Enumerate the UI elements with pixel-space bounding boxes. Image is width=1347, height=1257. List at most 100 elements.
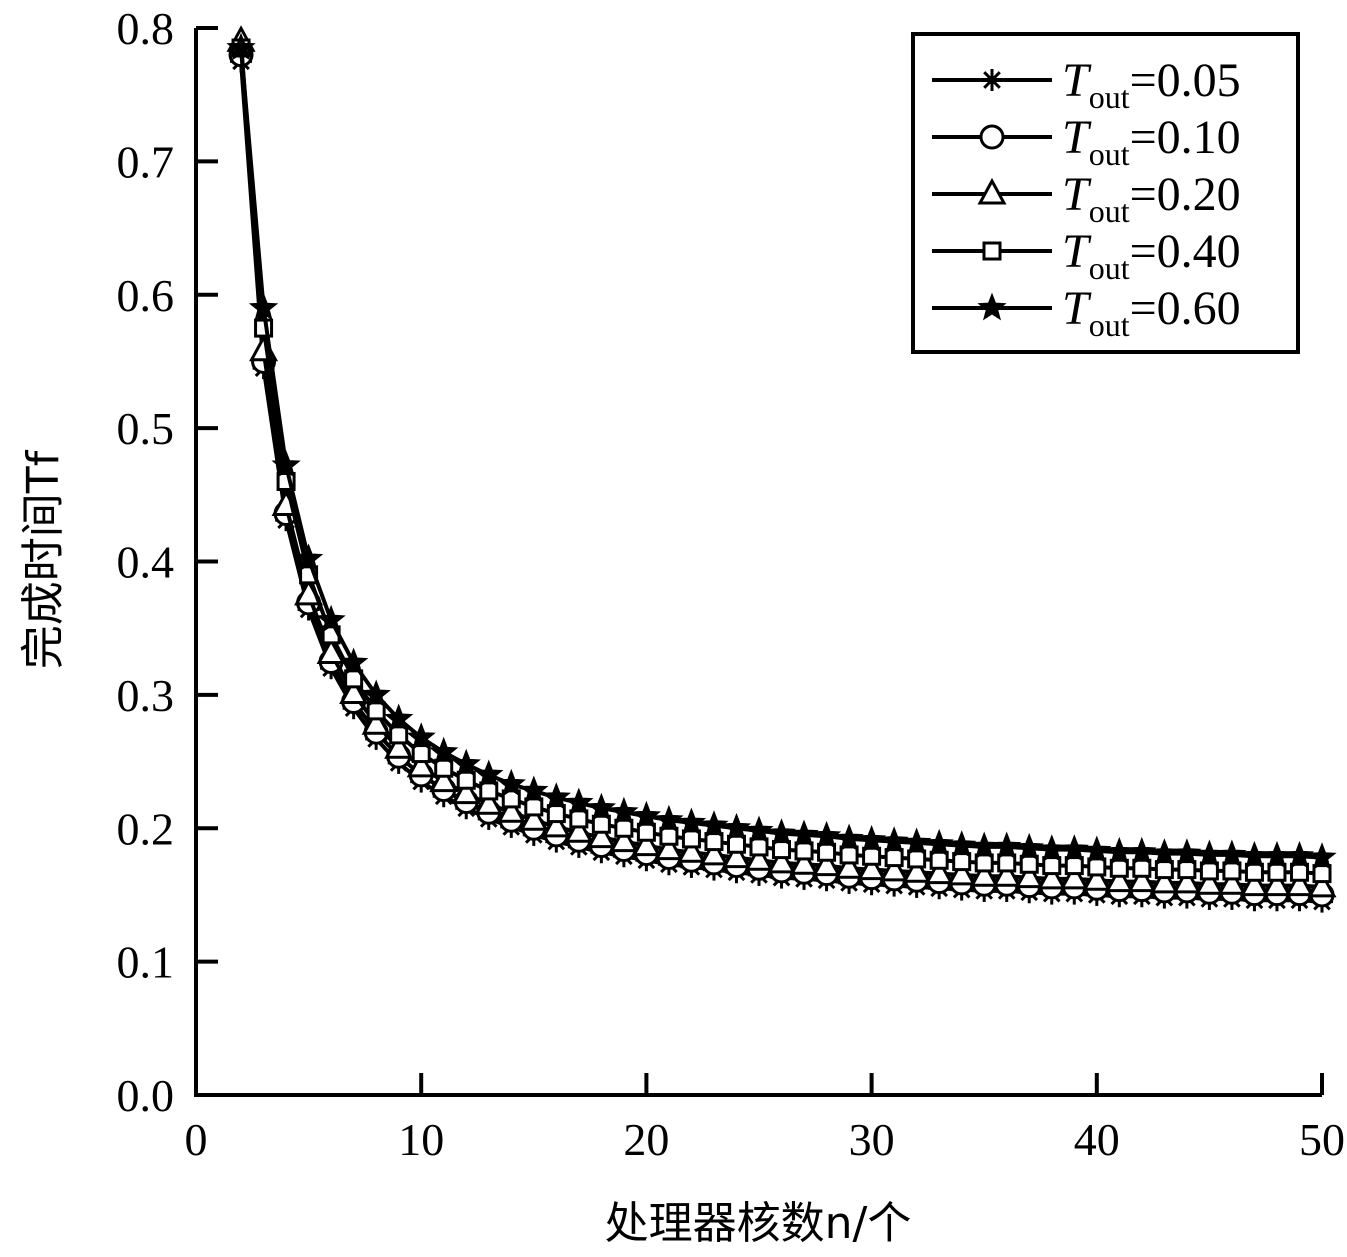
y-axis-title: 完成时间Tf xyxy=(18,449,69,669)
axes: 0.0 0.1 0.2 0.3 0.4 0.5 0.6 0.7 0.8 0 10 20 30 40 50 xyxy=(117,3,1346,1165)
data-point xyxy=(721,841,752,869)
y-tick-label: 0.6 xyxy=(117,270,175,321)
data-point xyxy=(969,860,999,887)
data-point xyxy=(1149,866,1179,894)
data-point xyxy=(564,787,594,816)
data-point xyxy=(726,834,746,854)
data-point xyxy=(749,837,769,857)
x-tick-label: 30 xyxy=(849,1114,895,1165)
data-point xyxy=(1217,868,1247,895)
data-point xyxy=(1177,860,1197,880)
data-point xyxy=(631,829,661,857)
data-point xyxy=(316,637,346,665)
data-point xyxy=(344,669,364,689)
data-point xyxy=(1019,854,1039,874)
x-tick-label: 40 xyxy=(1074,1114,1120,1165)
data-point xyxy=(857,853,887,881)
legend-marker xyxy=(981,69,1003,91)
data-point xyxy=(1244,862,1264,882)
data-point xyxy=(366,701,386,721)
data-point xyxy=(704,832,724,852)
data-point xyxy=(474,788,504,815)
data-point xyxy=(1307,842,1337,871)
data-point xyxy=(546,804,566,824)
y-tick-label: 0.3 xyxy=(117,670,175,721)
legend-label: Tout=0.60 xyxy=(1062,282,1241,343)
x-axis-title: 处理器核数n/个 xyxy=(605,1198,912,1249)
data-point xyxy=(654,833,684,861)
data-point xyxy=(519,775,549,804)
legend-item-2: Tout=0.10 xyxy=(932,111,1241,172)
data-point xyxy=(952,852,972,872)
data-point xyxy=(929,850,949,870)
data-point xyxy=(676,836,706,863)
data-point xyxy=(681,829,701,849)
data-point xyxy=(1239,869,1269,897)
data-point xyxy=(614,818,634,838)
data-point xyxy=(812,849,842,877)
data-point xyxy=(1059,862,1089,890)
data-point xyxy=(338,647,369,676)
data-point xyxy=(636,822,656,842)
data-point xyxy=(1014,832,1044,861)
data-point xyxy=(1127,836,1157,865)
data-point xyxy=(226,32,256,61)
x-tick-label: 10 xyxy=(398,1114,444,1165)
data-point xyxy=(1042,856,1062,876)
data-point xyxy=(429,736,459,765)
data-point xyxy=(474,759,504,788)
data-point xyxy=(316,604,346,633)
data-point xyxy=(862,846,882,866)
data-point xyxy=(834,823,864,852)
legend-item-3: Tout=0.20 xyxy=(932,168,1241,229)
data-point xyxy=(1109,858,1129,878)
series-5 xyxy=(226,32,1337,871)
data-point xyxy=(924,857,954,885)
data-point xyxy=(1172,838,1202,867)
legend-marker xyxy=(977,177,1007,205)
data-point xyxy=(1267,862,1287,882)
data-point xyxy=(361,679,391,708)
data-point xyxy=(501,789,521,809)
data-point xyxy=(1262,869,1292,897)
data-point xyxy=(406,750,436,778)
data-point xyxy=(902,856,932,883)
data-point xyxy=(1104,865,1134,893)
y-tick-label: 0.2 xyxy=(117,803,175,854)
data-point xyxy=(451,777,481,805)
data-point xyxy=(789,819,819,848)
data-point xyxy=(721,812,752,841)
data-point xyxy=(429,765,459,793)
data-point xyxy=(1132,858,1152,878)
y-tick-label: 0.4 xyxy=(117,537,175,588)
data-point xyxy=(339,677,369,705)
data-point xyxy=(947,858,977,886)
legend-item-5: Tout=0.60 xyxy=(932,282,1241,343)
data-point xyxy=(789,848,819,875)
data-point xyxy=(772,840,792,860)
data-point xyxy=(293,543,324,572)
data-point xyxy=(1037,862,1067,890)
data-point xyxy=(879,854,909,882)
legend: Tout=0.05Tout=0.10Tout=0.20Tout=0.40Tout… xyxy=(911,32,1300,354)
data-point xyxy=(659,826,679,846)
data-point xyxy=(901,827,932,856)
data-point xyxy=(766,846,797,874)
data-point xyxy=(1199,861,1219,881)
x-tick-label: 50 xyxy=(1299,1114,1345,1165)
data-point xyxy=(1289,862,1309,882)
data-point xyxy=(389,725,409,745)
data-point xyxy=(1217,839,1247,868)
data-point xyxy=(519,804,549,831)
data-point xyxy=(434,758,454,778)
data-point xyxy=(456,770,476,790)
data-point xyxy=(411,744,431,764)
data-point xyxy=(361,708,391,735)
data-point xyxy=(1082,864,1112,891)
data-point xyxy=(856,824,887,853)
data-point xyxy=(248,292,279,321)
data-point xyxy=(744,815,774,844)
data-point xyxy=(1284,840,1315,869)
data-point xyxy=(384,703,414,732)
data-point xyxy=(1154,860,1174,880)
